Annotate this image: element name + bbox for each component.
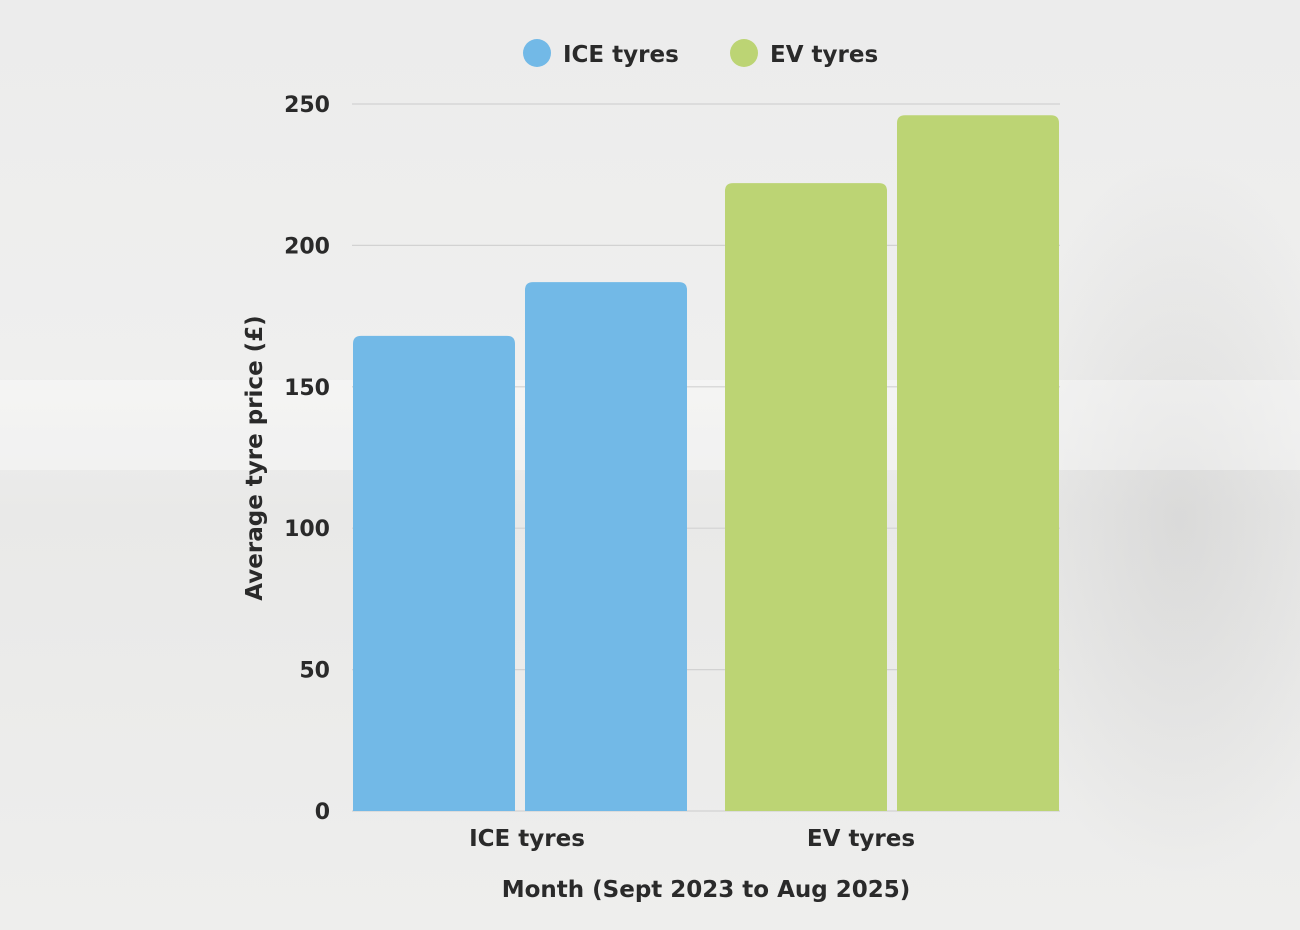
legend-label: EV tyres xyxy=(770,42,878,68)
legend-label: ICE tyres xyxy=(563,42,679,68)
y-tick-label: 150 xyxy=(284,376,330,401)
y-tick-label: 100 xyxy=(284,517,330,542)
y-tick-label: 250 xyxy=(284,93,330,118)
x-axis-label: Month (Sept 2023 to Aug 2025) xyxy=(502,877,911,903)
y-tick-label: 200 xyxy=(284,234,330,259)
y-axis-label: Average tyre price (£) xyxy=(242,315,268,600)
bar xyxy=(525,282,687,811)
x-tick-label: EV tyres xyxy=(807,826,915,852)
bar xyxy=(897,115,1059,811)
legend-swatch xyxy=(523,39,551,67)
x-tick-label: ICE tyres xyxy=(469,826,585,852)
bar xyxy=(353,335,515,811)
y-tick-label: 50 xyxy=(299,659,330,684)
y-tick-label: 0 xyxy=(315,800,330,825)
bar xyxy=(725,183,887,811)
legend-swatch xyxy=(730,39,758,67)
